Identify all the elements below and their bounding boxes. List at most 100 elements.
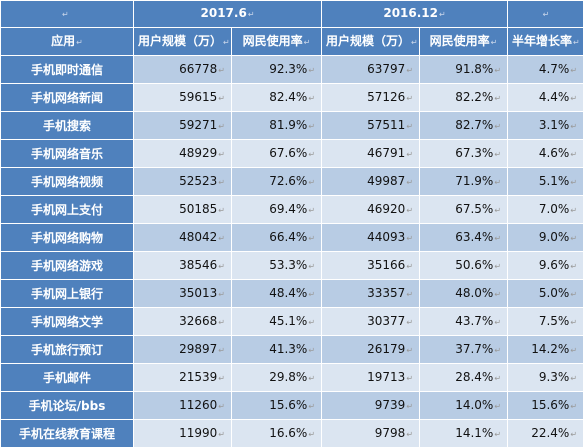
rate-2016-cell: 14.0%↵	[420, 392, 508, 420]
paragraph-mark-icon: ↵	[308, 290, 315, 299]
paragraph-mark-icon: ↵	[406, 290, 413, 299]
paragraph-mark-icon: ↵	[218, 150, 225, 159]
users-2016-cell: 63797↵	[322, 56, 420, 84]
header-row-columns: 应用↵ 用户规模（万）↵ 网民使用率↵ 用户规模（万）↵ 网民使用率↵ 半年增长…	[1, 28, 583, 56]
rate-2016-cell: 82.2%↵	[420, 84, 508, 112]
paragraph-mark-icon: ↵	[570, 430, 577, 439]
paragraph-mark-icon: ↵	[570, 178, 577, 187]
paragraph-mark-icon: ↵	[494, 290, 501, 299]
paragraph-mark-icon: ↵	[570, 290, 577, 299]
growth-cell: 7.0%↵	[508, 196, 583, 224]
rate-2016-cell: 91.8%↵	[420, 56, 508, 84]
app-name-cell: 手机网上支付	[1, 196, 134, 224]
app-name-cell: 手机网络游戏	[1, 252, 134, 280]
users-2017-cell: 66778↵	[134, 56, 232, 84]
paragraph-mark-icon: ↵	[218, 94, 225, 103]
paragraph-mark-icon: ↵	[494, 402, 501, 411]
app-name-cell: 手机网络新闻	[1, 84, 134, 112]
paragraph-mark-icon: ↵	[76, 38, 83, 47]
app-name-cell: 手机旅行预订	[1, 336, 134, 364]
header-users-2017: 用户规模（万）↵	[134, 28, 232, 56]
growth-cell: 14.2%↵	[508, 336, 583, 364]
growth-cell: 9.3%↵	[508, 364, 583, 392]
users-2016-cell: 49987↵	[322, 168, 420, 196]
users-2017-cell: 50185↵	[134, 196, 232, 224]
paragraph-mark-icon: ↵	[570, 94, 577, 103]
paragraph-mark-icon: ↵	[494, 346, 501, 355]
paragraph-mark-icon: ↵	[570, 318, 577, 327]
growth-cell: 3.1%↵	[508, 112, 583, 140]
rate-2016-cell: 37.7%↵	[420, 336, 508, 364]
paragraph-mark-icon: ↵	[308, 262, 315, 271]
rate-2016-cell: 50.6%↵	[420, 252, 508, 280]
paragraph-mark-icon: ↵	[218, 122, 225, 131]
paragraph-mark-icon: ↵	[406, 94, 413, 103]
users-2016-cell: 9739↵	[322, 392, 420, 420]
paragraph-mark-icon: ↵	[494, 66, 501, 75]
growth-cell: 22.4%↵	[508, 420, 583, 448]
header-period-2017-6: 2017.6↵	[134, 1, 322, 28]
users-2016-cell: 35166↵	[322, 252, 420, 280]
paragraph-mark-icon: ↵	[406, 374, 413, 383]
users-2016-cell: 46920↵	[322, 196, 420, 224]
paragraph-mark-icon: ↵	[406, 122, 413, 131]
rate-2016-cell: 71.9%↵	[420, 168, 508, 196]
paragraph-mark-icon: ↵	[494, 262, 501, 271]
paragraph-mark-icon: ↵	[494, 234, 501, 243]
rate-2017-cell: 69.4%↵	[232, 196, 322, 224]
users-2017-cell: 29897↵	[134, 336, 232, 364]
growth-cell: 9.6%↵	[508, 252, 583, 280]
paragraph-mark-icon: ↵	[248, 10, 255, 19]
growth-cell: 5.1%↵	[508, 168, 583, 196]
rate-2017-cell: 29.8%↵	[232, 364, 322, 392]
app-name-cell: 手机网上银行	[1, 280, 134, 308]
paragraph-mark-icon: ↵	[494, 94, 501, 103]
paragraph-mark-icon: ↵	[218, 66, 225, 75]
users-2017-cell: 21539↵	[134, 364, 232, 392]
paragraph-mark-icon: ↵	[308, 66, 315, 75]
paragraph-mark-icon: ↵	[406, 346, 413, 355]
header-row-periods: ↵ 2017.6↵ 2016.12↵ ↵	[1, 1, 583, 28]
rate-2016-cell: 63.4%↵	[420, 224, 508, 252]
paragraph-mark-icon: ↵	[308, 430, 315, 439]
app-name-cell: 手机搜索	[1, 112, 134, 140]
users-2016-cell: 30377↵	[322, 308, 420, 336]
rate-2017-cell: 92.3%↵	[232, 56, 322, 84]
rate-2017-cell: 72.6%↵	[232, 168, 322, 196]
paragraph-mark-icon: ↵	[494, 178, 501, 187]
app-name-cell: 手机邮件	[1, 364, 134, 392]
header-app: 应用↵	[1, 28, 134, 56]
paragraph-mark-icon: ↵	[570, 262, 577, 271]
users-2017-cell: 32668↵	[134, 308, 232, 336]
growth-cell: 4.7%↵	[508, 56, 583, 84]
users-2017-cell: 59271↵	[134, 112, 232, 140]
paragraph-mark-icon: ↵	[218, 234, 225, 243]
users-2017-cell: 35013↵	[134, 280, 232, 308]
paragraph-mark-icon: ↵	[308, 150, 315, 159]
paragraph-mark-icon: ↵	[494, 122, 501, 131]
app-name-cell: 手机在线教育课程	[1, 420, 134, 448]
paragraph-mark-icon: ↵	[411, 38, 418, 47]
header-users-2016: 用户规模（万）↵	[322, 28, 420, 56]
users-2016-cell: 26179↵	[322, 336, 420, 364]
growth-cell: 15.6%↵	[508, 392, 583, 420]
users-2016-cell: 57511↵	[322, 112, 420, 140]
users-2016-cell: 44093↵	[322, 224, 420, 252]
paragraph-mark-icon: ↵	[62, 10, 69, 19]
app-name-cell: 手机网络文学	[1, 308, 134, 336]
rate-2016-cell: 48.0%↵	[420, 280, 508, 308]
growth-cell: 4.6%↵	[508, 140, 583, 168]
paragraph-mark-icon: ↵	[570, 66, 577, 75]
paragraph-mark-icon: ↵	[218, 318, 225, 327]
rate-2017-cell: 82.4%↵	[232, 84, 322, 112]
paragraph-mark-icon: ↵	[308, 234, 315, 243]
paragraph-mark-icon: ↵	[494, 206, 501, 215]
rate-2016-cell: 67.3%↵	[420, 140, 508, 168]
rate-2017-cell: 66.4%↵	[232, 224, 322, 252]
paragraph-mark-icon: ↵	[494, 430, 501, 439]
